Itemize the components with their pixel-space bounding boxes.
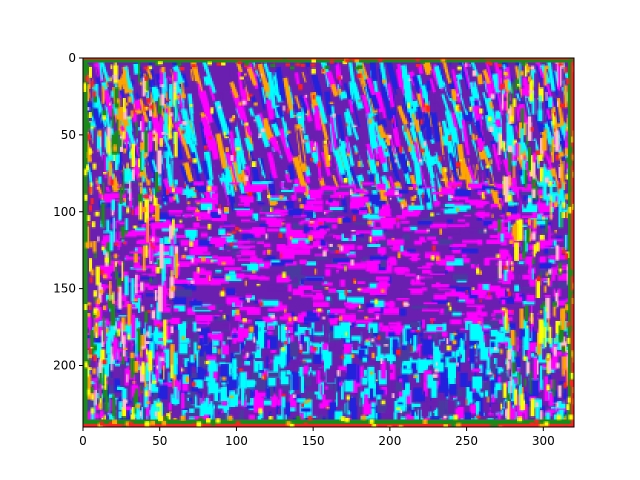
y-tick-label: 50 bbox=[61, 128, 76, 142]
x-tick-label: 300 bbox=[532, 434, 555, 448]
y-tick-label: 150 bbox=[53, 282, 76, 296]
heatmap-image bbox=[83, 58, 574, 427]
x-tick-label: 50 bbox=[152, 434, 167, 448]
x-tick-label: 200 bbox=[378, 434, 401, 448]
x-tick-label: 250 bbox=[455, 434, 478, 448]
heatmap-raster bbox=[83, 58, 574, 427]
y-axis: 0 50 100 150 200 bbox=[53, 51, 83, 373]
y-tick-label: 0 bbox=[68, 51, 76, 65]
x-axis: 0 50 100 150 200 250 300 bbox=[79, 427, 555, 448]
x-tick-label: 100 bbox=[225, 434, 248, 448]
y-tick-label: 100 bbox=[53, 205, 76, 219]
x-tick-label: 0 bbox=[79, 434, 87, 448]
y-tick-label: 200 bbox=[53, 359, 76, 373]
plot-frame bbox=[82, 57, 575, 428]
x-tick-label: 150 bbox=[302, 434, 325, 448]
